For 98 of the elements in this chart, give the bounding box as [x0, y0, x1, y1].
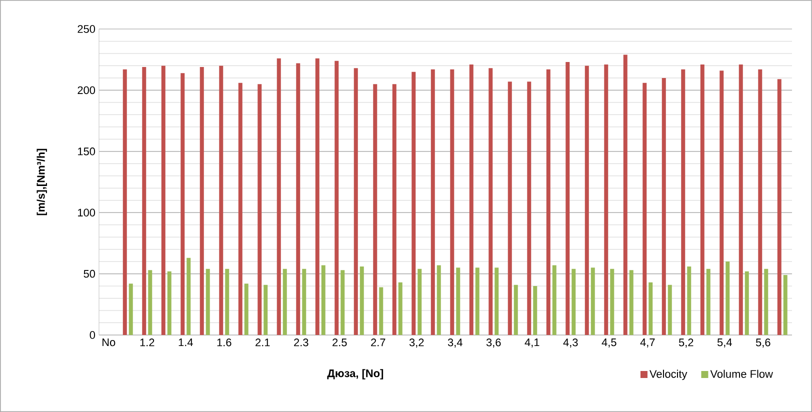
bar — [488, 68, 493, 335]
bar — [668, 284, 672, 335]
bar — [623, 54, 628, 335]
x-tick-label: 2.1 — [256, 338, 270, 346]
x-tick-label: 2.3 — [294, 338, 308, 346]
bar — [738, 64, 743, 335]
bar — [590, 268, 595, 335]
bar — [648, 282, 653, 335]
bar — [764, 268, 768, 335]
bar — [552, 265, 556, 335]
bar — [186, 258, 191, 335]
bar — [122, 69, 127, 335]
x-tick-label: 1.2 — [140, 338, 154, 346]
bar — [315, 58, 320, 335]
bar — [225, 268, 230, 335]
x-tick-label: 2.5 — [332, 338, 347, 346]
bar — [373, 84, 378, 335]
bar — [527, 82, 532, 335]
bar — [360, 266, 364, 335]
bar — [398, 282, 402, 335]
bar — [700, 64, 704, 335]
y-tick-label: 100 — [78, 208, 96, 216]
bar — [436, 265, 441, 335]
bar — [629, 270, 634, 335]
bar — [720, 70, 724, 335]
bar — [142, 66, 146, 335]
x-tick-label: 4,5 — [602, 338, 616, 348]
bar — [180, 73, 185, 335]
y-tick-label: 0 — [90, 331, 96, 339]
x-tick-label: 4,7 — [640, 338, 655, 348]
bar — [642, 82, 647, 335]
bar — [662, 78, 666, 335]
bar — [514, 284, 518, 335]
bar — [200, 66, 204, 335]
x-tick-label: 1.6 — [217, 338, 232, 346]
bar — [469, 64, 474, 335]
bar — [340, 270, 345, 335]
bar — [296, 63, 300, 335]
bar — [681, 69, 686, 335]
y-axis-title: [m/s],[Nm³/h] — [36, 148, 47, 216]
bar — [161, 66, 166, 335]
y-tick-label: 250 — [78, 25, 96, 33]
bar — [450, 69, 454, 335]
x-tick-label: 4,1 — [524, 338, 540, 348]
bar — [264, 284, 268, 335]
x-tick-label: 5,6 — [756, 338, 770, 348]
bar — [758, 69, 762, 335]
bar — [392, 84, 396, 335]
bar — [566, 62, 570, 335]
bar — [456, 268, 460, 335]
bar — [354, 68, 358, 335]
bar — [334, 60, 339, 335]
bar — [282, 268, 287, 335]
y-tick-label: 150 — [78, 148, 96, 156]
x-tick-label: 5,4 — [717, 338, 732, 348]
bar — [244, 284, 248, 335]
bar — [258, 84, 262, 335]
y-tick-label: 50 — [84, 270, 96, 278]
x-tick-label: 2.7 — [371, 338, 386, 346]
bar — [128, 284, 133, 335]
bar — [546, 69, 550, 335]
x-axis-title: Дюза, [No] — [327, 369, 384, 380]
bar — [321, 265, 326, 335]
bar — [430, 69, 435, 335]
bar — [379, 287, 384, 335]
bar — [167, 271, 172, 335]
bar — [412, 72, 416, 335]
bar — [219, 66, 224, 335]
x-tick-label: 1.4 — [178, 338, 193, 346]
bar — [508, 82, 512, 335]
x-tick-label: 3,6 — [486, 338, 501, 348]
bar — [238, 82, 242, 335]
bar — [604, 64, 608, 335]
bar — [572, 268, 576, 335]
x-tick-label: No — [102, 338, 116, 346]
bar — [148, 270, 152, 335]
bar — [610, 268, 614, 335]
bar — [302, 268, 306, 335]
bar — [533, 286, 538, 335]
bar — [744, 271, 749, 335]
bar — [418, 268, 422, 335]
x-tick-label: 5,2 — [678, 338, 694, 348]
bar — [706, 268, 710, 335]
y-tick-label: 200 — [78, 86, 96, 94]
bar — [206, 268, 210, 335]
x-tick-label: 3,2 — [409, 338, 424, 348]
x-tick-label: 3,4 — [448, 338, 462, 348]
x-tick-label: 4,3 — [563, 338, 578, 348]
bar — [777, 79, 782, 335]
legend-label: Velocity — [650, 370, 688, 380]
bar — [494, 268, 499, 335]
bar — [584, 66, 589, 335]
bar — [276, 58, 281, 335]
bar — [475, 268, 480, 335]
bar — [687, 266, 692, 335]
bar — [783, 275, 788, 335]
legend-label: Volume Flow — [710, 370, 773, 378]
bar — [726, 262, 730, 335]
